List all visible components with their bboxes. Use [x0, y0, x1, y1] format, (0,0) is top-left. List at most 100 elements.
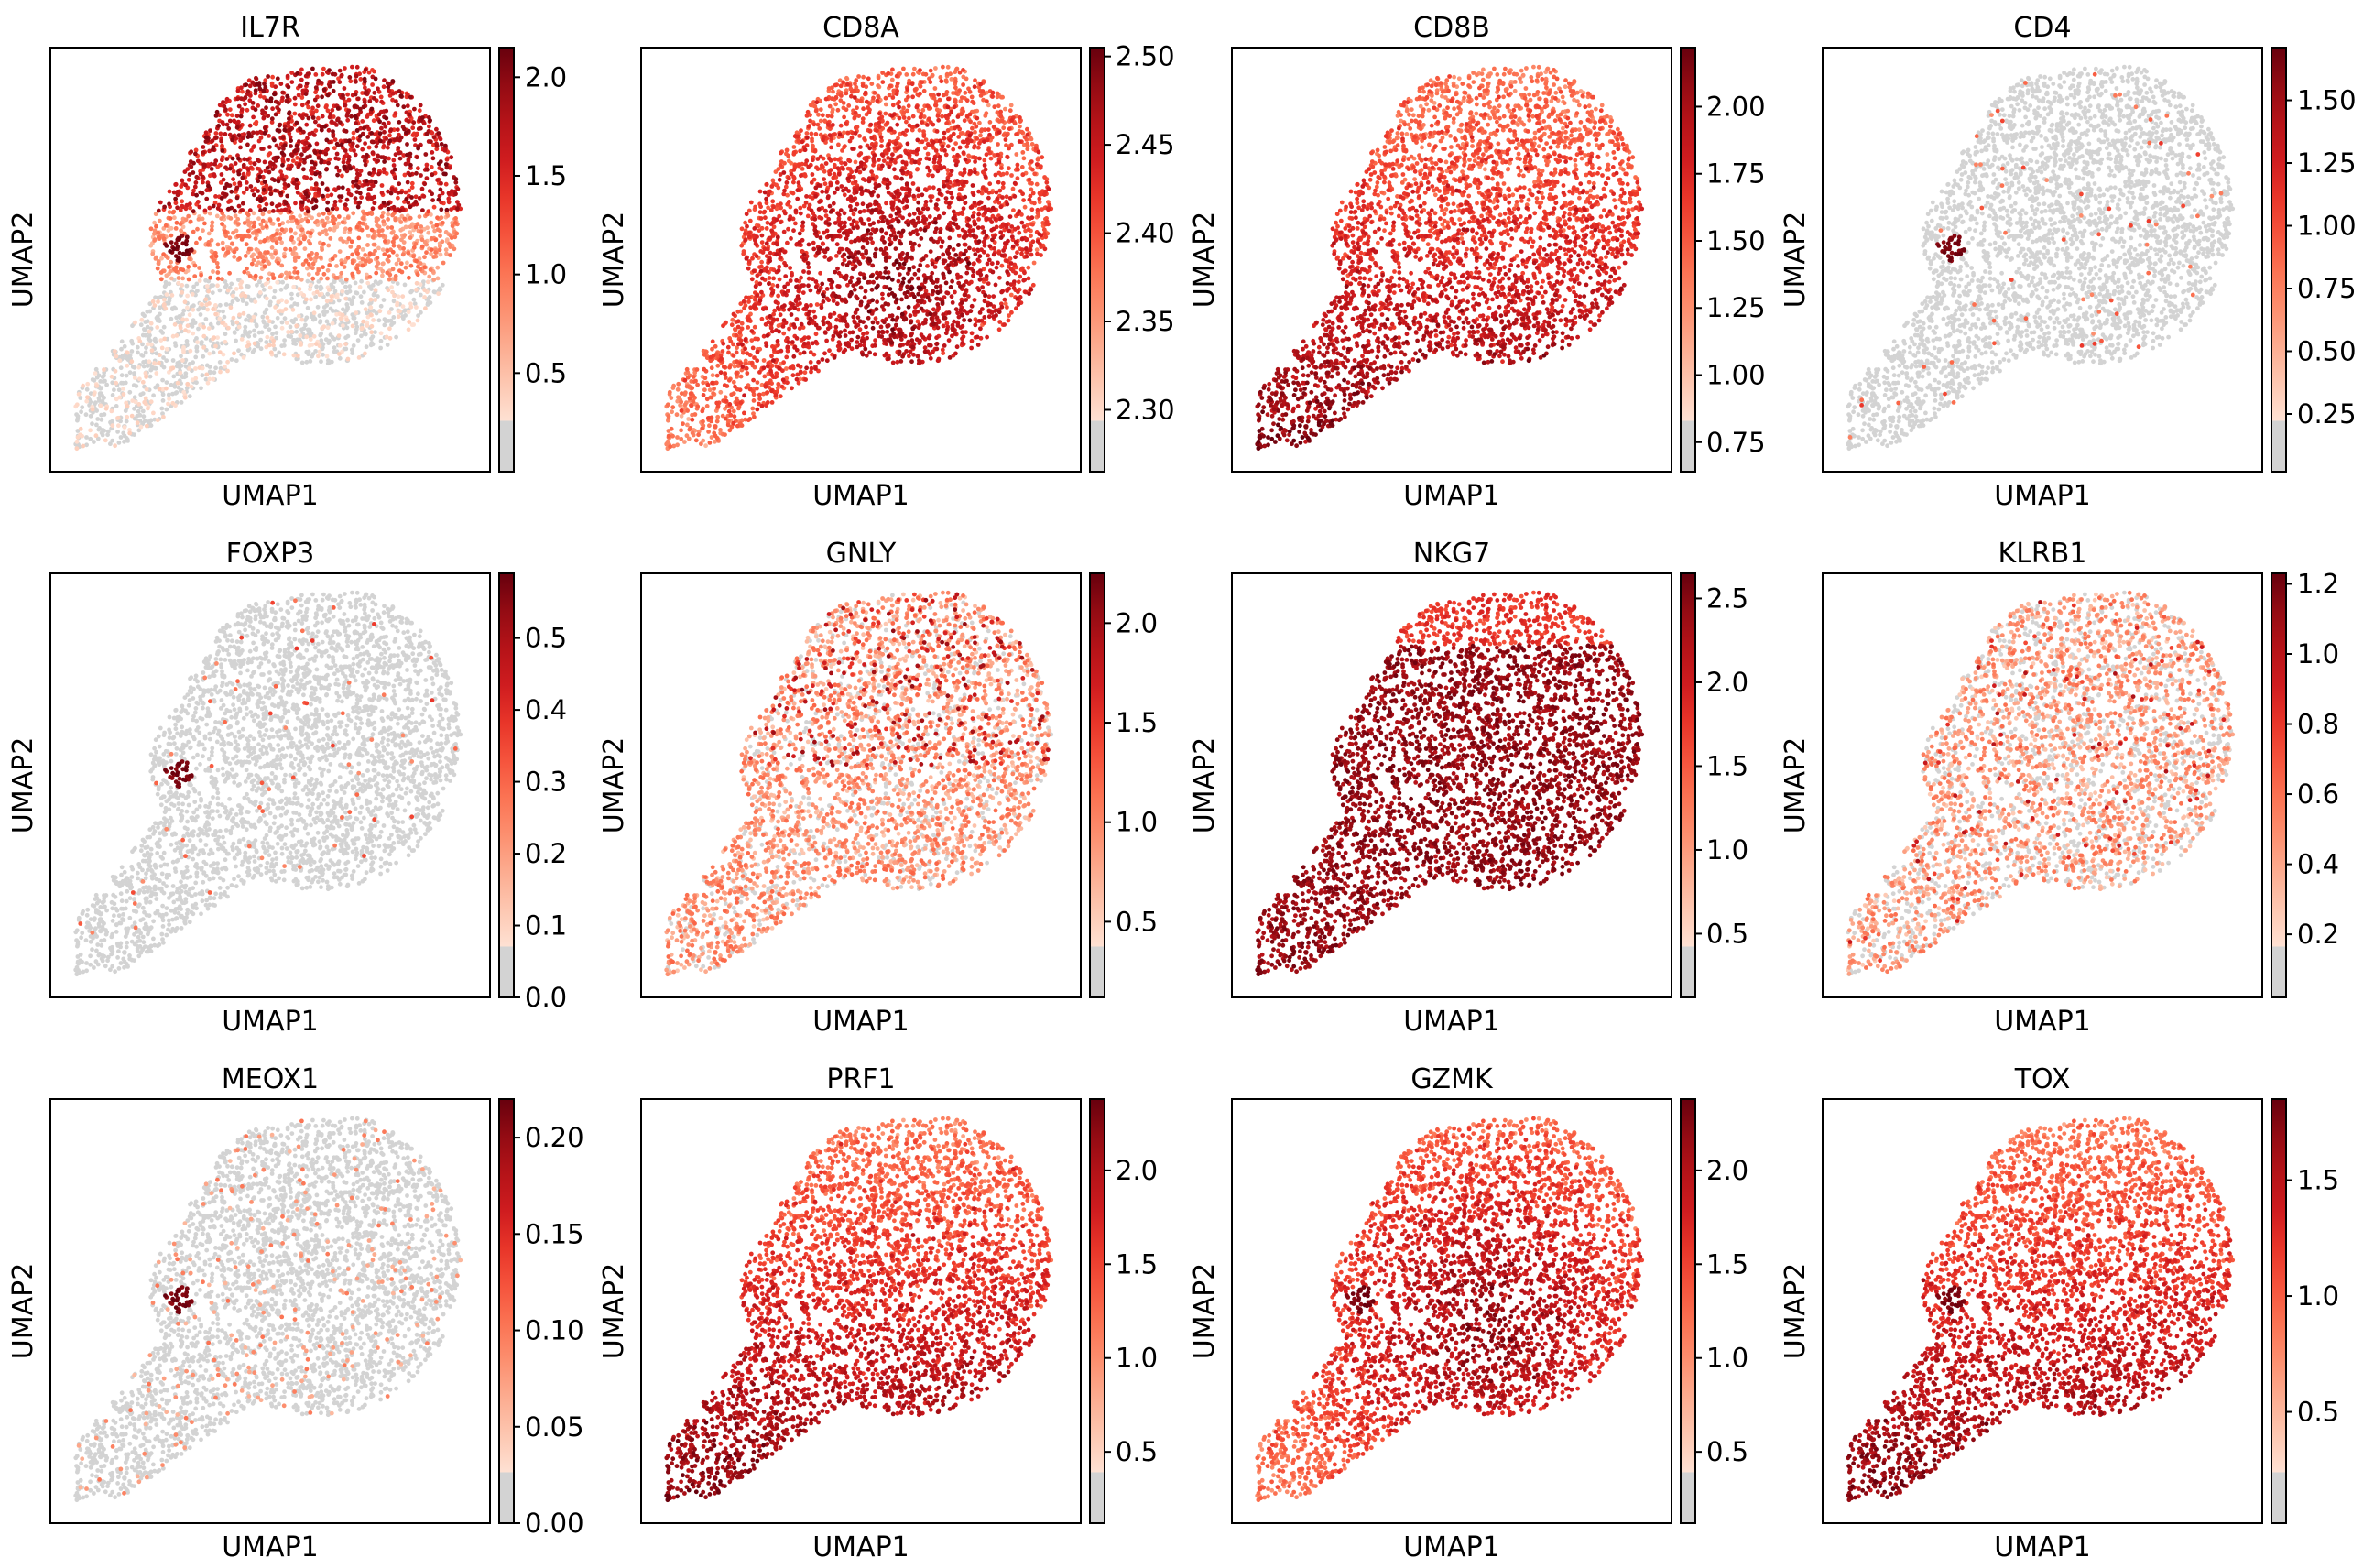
scatter-point [415, 132, 419, 136]
scatter-point [313, 221, 318, 225]
scatter-point [149, 343, 154, 347]
scatter-point [380, 214, 385, 219]
scatter-point [84, 435, 89, 440]
scatter-point [345, 325, 350, 330]
scatter-point [204, 317, 209, 321]
scatter-point [157, 361, 161, 365]
scatter-point [99, 418, 103, 422]
scatter-point [175, 221, 180, 225]
scatter-point [106, 430, 111, 434]
scatter-point [387, 254, 392, 258]
scatter-point [405, 142, 409, 147]
scatter-point [321, 72, 325, 77]
scatter-point [180, 277, 185, 281]
scatter-point [338, 199, 343, 203]
scatter-point [365, 114, 370, 119]
scatter-point [349, 193, 354, 198]
scatter-point [348, 245, 353, 249]
scatter-point [347, 284, 352, 289]
scatter-point [101, 428, 105, 432]
scatter-point [419, 173, 423, 178]
scatter-point [265, 297, 269, 301]
scatter-point [307, 253, 311, 257]
scatter-point [160, 378, 165, 383]
scatter-point [337, 352, 342, 356]
scatter-point [332, 146, 337, 150]
scatter-point [260, 315, 265, 320]
scatter-point [285, 321, 289, 325]
scatter-point [175, 205, 180, 210]
scatter-point [156, 418, 160, 422]
scatter-point [406, 103, 410, 108]
scatter-point [288, 209, 292, 213]
scatter-point [220, 277, 224, 281]
scatter-point [318, 350, 322, 354]
scatter-point [387, 134, 392, 138]
scatter-point [444, 182, 449, 187]
scatter-point [211, 290, 215, 295]
scatter-point [299, 84, 303, 89]
scatter-point [183, 183, 188, 188]
scatter-point [103, 412, 107, 417]
scatter-point [205, 284, 210, 289]
scatter-point [246, 212, 251, 217]
scatter-point [390, 231, 395, 235]
scatter-point [201, 180, 205, 185]
scatter-point [180, 290, 184, 295]
scatter-point [211, 138, 215, 143]
scatter-point [340, 174, 344, 179]
scatter-point [439, 253, 443, 257]
scatter-point [203, 297, 208, 301]
scatter-point [317, 188, 321, 192]
scatter-point [242, 132, 246, 136]
scatter-point [252, 329, 256, 333]
scatter-point [380, 274, 385, 278]
scatter-point [142, 327, 147, 332]
scatter-point [194, 380, 199, 385]
scatter-point [139, 322, 144, 327]
scatter-point [377, 318, 382, 322]
scatter-point [259, 346, 264, 351]
scatter-point [169, 216, 173, 221]
scatter-point [251, 101, 256, 105]
scatter-point [371, 140, 376, 145]
scatter-point [197, 217, 201, 222]
scatter-point [300, 115, 305, 120]
scatter-point [234, 358, 239, 363]
scatter-point [88, 428, 93, 432]
scatter-point [364, 259, 368, 264]
scatter-point [289, 334, 293, 339]
scatter-point [396, 103, 400, 108]
scatter-point [358, 285, 363, 289]
scatter-point [363, 158, 367, 163]
scatter-point [269, 350, 274, 354]
scatter-point [274, 100, 278, 104]
scatter-point [321, 265, 325, 269]
scatter-point [237, 312, 242, 317]
scatter-point [404, 191, 408, 195]
scatter-point [242, 311, 246, 316]
scatter-point [391, 92, 396, 96]
scatter-point [327, 128, 332, 133]
scatter-point [215, 265, 220, 269]
scatter-point [297, 256, 301, 260]
scatter-point [328, 112, 332, 116]
scatter-point [406, 180, 410, 185]
scatter-point [270, 245, 275, 250]
scatter-point [404, 225, 408, 230]
scatter-point [276, 76, 280, 81]
scatter-point [303, 246, 308, 251]
scatter-point [204, 373, 209, 377]
scatter-point [149, 399, 154, 404]
scatter-point [392, 163, 397, 168]
scatter-point [382, 298, 387, 302]
scatter-point [256, 103, 260, 108]
scatter-point [325, 299, 330, 303]
scatter-point [134, 384, 138, 388]
scatter-point [198, 365, 202, 370]
scatter-point [94, 408, 99, 413]
scatter-point [79, 427, 83, 431]
scatter-point [359, 279, 364, 284]
scatter-point [260, 108, 265, 113]
scatter-point [185, 343, 190, 347]
